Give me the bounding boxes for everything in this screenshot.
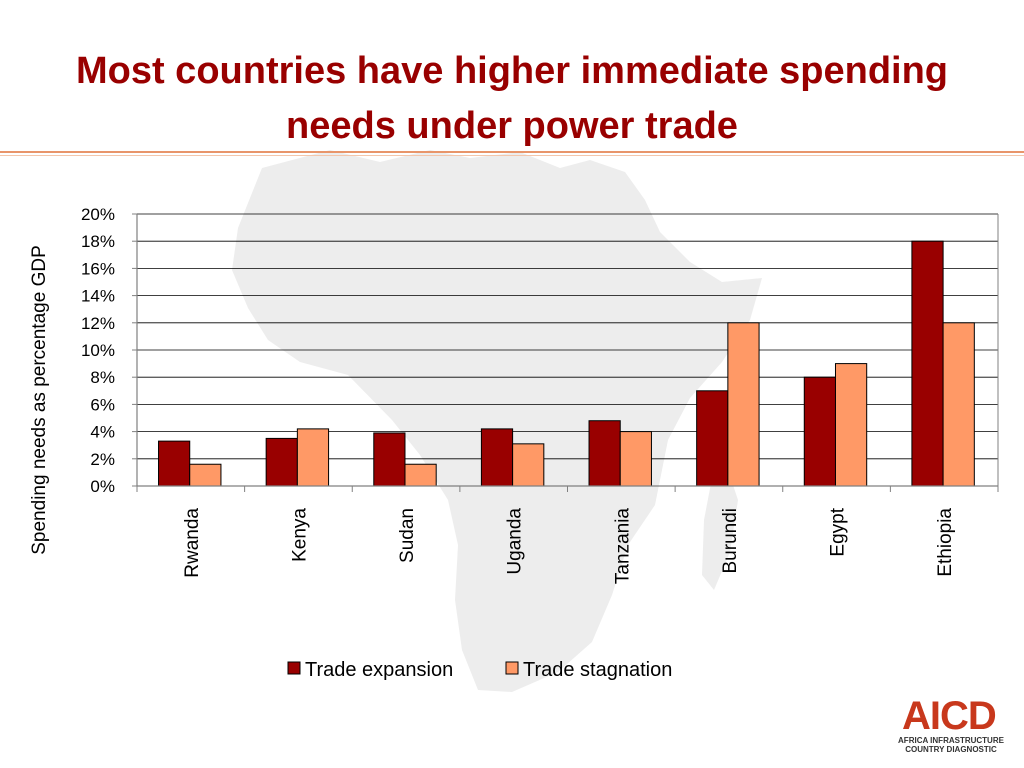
bar-trade-expansion-kenya [265, 437, 298, 487]
y-tick-label: 10% [81, 341, 115, 360]
logo-tagline-line-1: AFRICA INFRASTRUCTURE [898, 736, 1004, 745]
title-divider-primary [0, 151, 1024, 153]
axes [132, 213, 999, 492]
bar-trade-stagnation-burundi [727, 322, 760, 487]
y-tick-labels: 0% 2% 4% 6% 8% 10% 12% 14% 16% 18% 20% [81, 205, 115, 496]
legend-swatch [505, 661, 519, 675]
x-tick-label: Burundi [720, 508, 741, 574]
slide-title: Most countries have higher immediate spe… [0, 44, 1024, 154]
bar-trade-expansion-egypt [803, 376, 836, 487]
y-tick-label: 12% [81, 314, 115, 333]
x-tick-label: Tanzania [612, 508, 633, 584]
bar-trade-expansion-burundi [696, 390, 729, 487]
x-tick-label: Ethiopia [935, 508, 956, 577]
y-tick-label: 20% [81, 205, 115, 224]
title-divider-secondary [0, 155, 1024, 156]
y-tick-label: 14% [81, 287, 115, 306]
x-tick-label: Uganda [505, 508, 526, 575]
bar-trade-stagnation-rwanda [189, 463, 222, 487]
y-tick-label: 18% [81, 232, 115, 251]
y-tick-label: 16% [81, 259, 115, 278]
bar-trade-stagnation-kenya [296, 428, 330, 487]
y-tick-label: 6% [90, 395, 115, 414]
y-tick-label: 4% [90, 423, 115, 442]
x-tick-label: Egypt [828, 507, 849, 556]
logo-wordmark: AICD [902, 694, 997, 738]
legend-swatch [287, 661, 301, 675]
bar-trade-stagnation-ethiopia [942, 322, 975, 487]
y-tick-label: 2% [90, 450, 115, 469]
legend: Trade expansion Trade stagnation [287, 659, 672, 681]
slide-title-line-2: needs under power trade [286, 105, 738, 147]
bar-trade-expansion-sudan [373, 432, 406, 487]
x-tick-label: Rwanda [182, 508, 203, 578]
bar-trade-stagnation-tanzania [619, 431, 652, 487]
bar-trade-expansion-uganda [480, 428, 514, 487]
bars [158, 240, 975, 487]
legend-label: Trade stagnation [523, 659, 672, 681]
legend-label: Trade expansion [305, 659, 453, 681]
bar-trade-expansion-rwanda [158, 440, 191, 487]
gridlines [137, 213, 998, 460]
bar-trade-stagnation-sudan [404, 463, 437, 487]
y-tick-label: 8% [90, 368, 115, 387]
logo-tagline-line-2: COUNTRY DIAGNOSTIC [905, 745, 997, 754]
aicd-logo: AICD AFRICA INFRASTRUCTURE COUNTRY DIAGN… [892, 694, 1010, 756]
bar-trade-expansion-tanzania [588, 420, 621, 487]
y-tick-label: 0% [90, 477, 115, 496]
bar-trade-stagnation-egypt [834, 363, 868, 487]
slide-title-line-1: Most countries have higher immediate spe… [75, 50, 949, 92]
x-tick-label: Kenya [289, 508, 310, 562]
bar-trade-stagnation-uganda [512, 443, 545, 487]
x-tick-label: Sudan [397, 508, 418, 563]
madagascar-silhouette [702, 470, 738, 590]
africa-silhouette [232, 150, 762, 692]
bar-trade-expansion-ethiopia [911, 240, 944, 487]
y-axis-label: Spending needs as percentage GDP [29, 245, 50, 555]
x-tick-labels: Rwanda Kenya Sudan Uganda Tanzania Burundi Egy… [182, 507, 956, 584]
